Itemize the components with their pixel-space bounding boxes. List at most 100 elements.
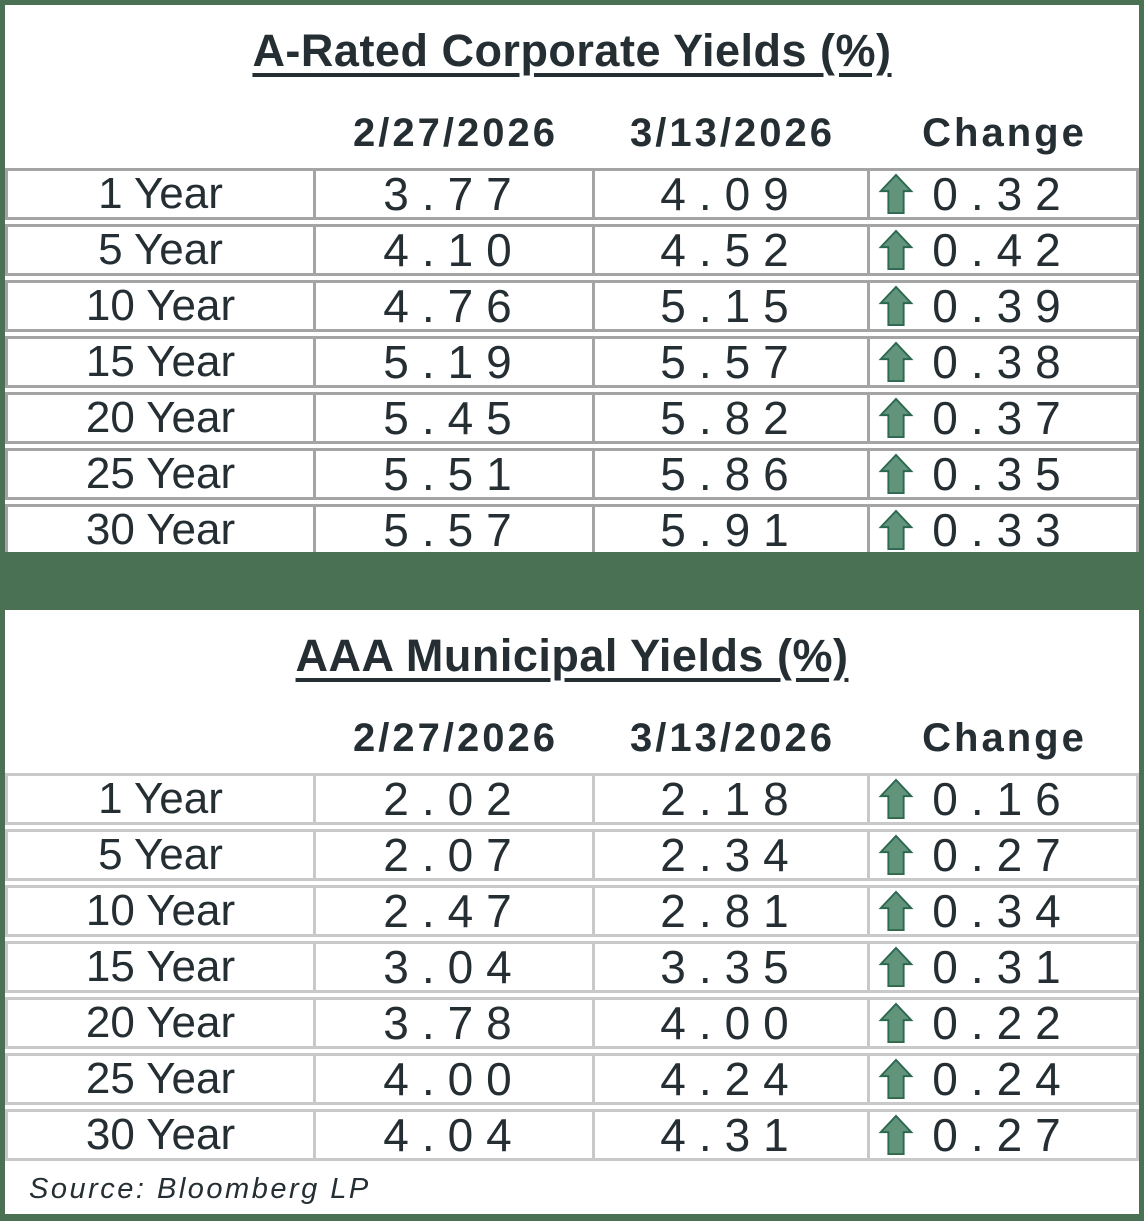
table-row: 30 Year 5.57 5.91 0.33 (5, 504, 1139, 552)
curr-date-yield-cell: 4.00 (595, 997, 870, 1049)
term-cell: 1 Year (5, 773, 316, 825)
municipal-yields-header-row: 2/27/2026 3/13/2026 Change (5, 716, 1139, 761)
curr-date-yield-cell: 5.86 (595, 448, 870, 500)
curr-date-yield-cell: 2.18 (595, 773, 870, 825)
prev-date-yield-cell: 5.19 (316, 336, 595, 388)
change-value: 0.32 (932, 168, 1074, 220)
table-row: 1 Year 2.02 2.18 0.16 (5, 773, 1139, 825)
prev-date-yield-cell: 4.00 (316, 1053, 595, 1105)
change-value: 0.37 (932, 392, 1074, 444)
prev-date-yield-cell: 2.02 (316, 773, 595, 825)
table-row: 10 Year 4.76 5.15 0.39 (5, 280, 1139, 332)
change-value: 0.39 (932, 280, 1074, 332)
corporate-yields-table: 1 Year 3.77 4.09 0.32 5 Year 4.10 4.52 0… (5, 168, 1139, 552)
prev-date-yield-cell: 4.04 (316, 1109, 595, 1161)
curr-date-yield-cell: 5.57 (595, 336, 870, 388)
change-value: 0.24 (932, 1053, 1074, 1105)
up-arrow-icon (878, 834, 914, 876)
change-cell: 0.42 (870, 224, 1139, 276)
prev-date-yield-cell: 5.51 (316, 448, 595, 500)
up-arrow-icon (878, 1058, 914, 1100)
up-arrow-icon (878, 453, 914, 495)
change-cell: 0.35 (870, 448, 1139, 500)
up-arrow-icon (878, 341, 914, 383)
term-cell: 10 Year (5, 280, 316, 332)
curr-date-yield-cell: 2.34 (595, 829, 870, 881)
curr-date-yield-cell: 5.82 (595, 392, 870, 444)
change-cell: 0.37 (870, 392, 1139, 444)
prev-date-yield-cell: 3.78 (316, 997, 595, 1049)
term-cell: 25 Year (5, 448, 316, 500)
table-row: 15 Year 3.04 3.35 0.31 (5, 941, 1139, 993)
prev-date-column-header: 2/27/2026 (353, 716, 558, 760)
up-arrow-icon (878, 397, 914, 439)
source-note: Source: Bloomberg LP (29, 1172, 371, 1205)
up-arrow-icon (878, 1002, 914, 1044)
term-cell: 15 Year (5, 336, 316, 388)
change-cell: 0.32 (870, 168, 1139, 220)
prev-date-yield-cell: 3.77 (316, 168, 595, 220)
change-cell: 0.38 (870, 336, 1139, 388)
prev-date-yield-cell: 4.76 (316, 280, 595, 332)
curr-date-column-header: 3/13/2026 (630, 716, 835, 760)
table-row: 1 Year 3.77 4.09 0.32 (5, 168, 1139, 220)
table-row: 20 Year 5.45 5.82 0.37 (5, 392, 1139, 444)
change-cell: 0.39 (870, 280, 1139, 332)
up-arrow-icon (878, 173, 914, 215)
change-cell: 0.27 (870, 1109, 1139, 1161)
change-cell: 0.16 (870, 773, 1139, 825)
change-column-header: Change (922, 111, 1087, 155)
term-cell: 30 Year (5, 1109, 316, 1161)
change-cell: 0.34 (870, 885, 1139, 937)
change-cell: 0.22 (870, 997, 1139, 1049)
prev-date-yield-cell: 5.45 (316, 392, 595, 444)
change-value: 0.33 (932, 504, 1074, 552)
table-row: 30 Year 4.04 4.31 0.27 (5, 1109, 1139, 1161)
change-column-header: Change (922, 716, 1087, 760)
term-cell: 5 Year (5, 829, 316, 881)
term-cell: 1 Year (5, 168, 316, 220)
municipal-yields-panel: AAA Municipal Yields (%) 2/27/2026 3/13/… (5, 610, 1139, 1214)
table-row: 25 Year 4.00 4.24 0.24 (5, 1053, 1139, 1105)
change-value: 0.34 (932, 885, 1074, 937)
curr-date-yield-cell: 4.52 (595, 224, 870, 276)
term-cell: 10 Year (5, 885, 316, 937)
change-value: 0.16 (932, 773, 1074, 825)
term-cell: 25 Year (5, 1053, 316, 1105)
table-row: 25 Year 5.51 5.86 0.35 (5, 448, 1139, 500)
prev-date-column-header: 2/27/2026 (353, 111, 558, 155)
prev-date-yield-cell: 5.57 (316, 504, 595, 552)
term-cell: 15 Year (5, 941, 316, 993)
green-separator-bar (5, 552, 1139, 610)
up-arrow-icon (878, 1114, 914, 1156)
term-cell: 5 Year (5, 224, 316, 276)
prev-date-yield-cell: 2.07 (316, 829, 595, 881)
change-value: 0.42 (932, 224, 1074, 276)
curr-date-yield-cell: 5.91 (595, 504, 870, 552)
up-arrow-icon (878, 229, 914, 271)
change-cell: 0.24 (870, 1053, 1139, 1105)
change-value: 0.31 (932, 941, 1074, 993)
change-value: 0.38 (932, 336, 1074, 388)
table-row: 10 Year 2.47 2.81 0.34 (5, 885, 1139, 937)
term-cell: 20 Year (5, 997, 316, 1049)
up-arrow-icon (878, 285, 914, 327)
curr-date-yield-cell: 5.15 (595, 280, 870, 332)
table-row: 15 Year 5.19 5.57 0.38 (5, 336, 1139, 388)
curr-date-yield-cell: 4.31 (595, 1109, 870, 1161)
curr-date-yield-cell: 2.81 (595, 885, 870, 937)
corporate-yields-panel: A-Rated Corporate Yields (%) 2/27/2026 3… (5, 5, 1139, 552)
change-value: 0.22 (932, 997, 1074, 1049)
prev-date-yield-cell: 3.04 (316, 941, 595, 993)
up-arrow-icon (878, 890, 914, 932)
up-arrow-icon (878, 778, 914, 820)
change-cell: 0.33 (870, 504, 1139, 552)
curr-date-yield-cell: 4.24 (595, 1053, 870, 1105)
municipal-yields-title: AAA Municipal Yields (%) (295, 630, 849, 681)
change-value: 0.27 (932, 1109, 1074, 1161)
curr-date-yield-cell: 4.09 (595, 168, 870, 220)
table-row: 20 Year 3.78 4.00 0.22 (5, 997, 1139, 1049)
table-row: 5 Year 2.07 2.34 0.27 (5, 829, 1139, 881)
change-cell: 0.31 (870, 941, 1139, 993)
